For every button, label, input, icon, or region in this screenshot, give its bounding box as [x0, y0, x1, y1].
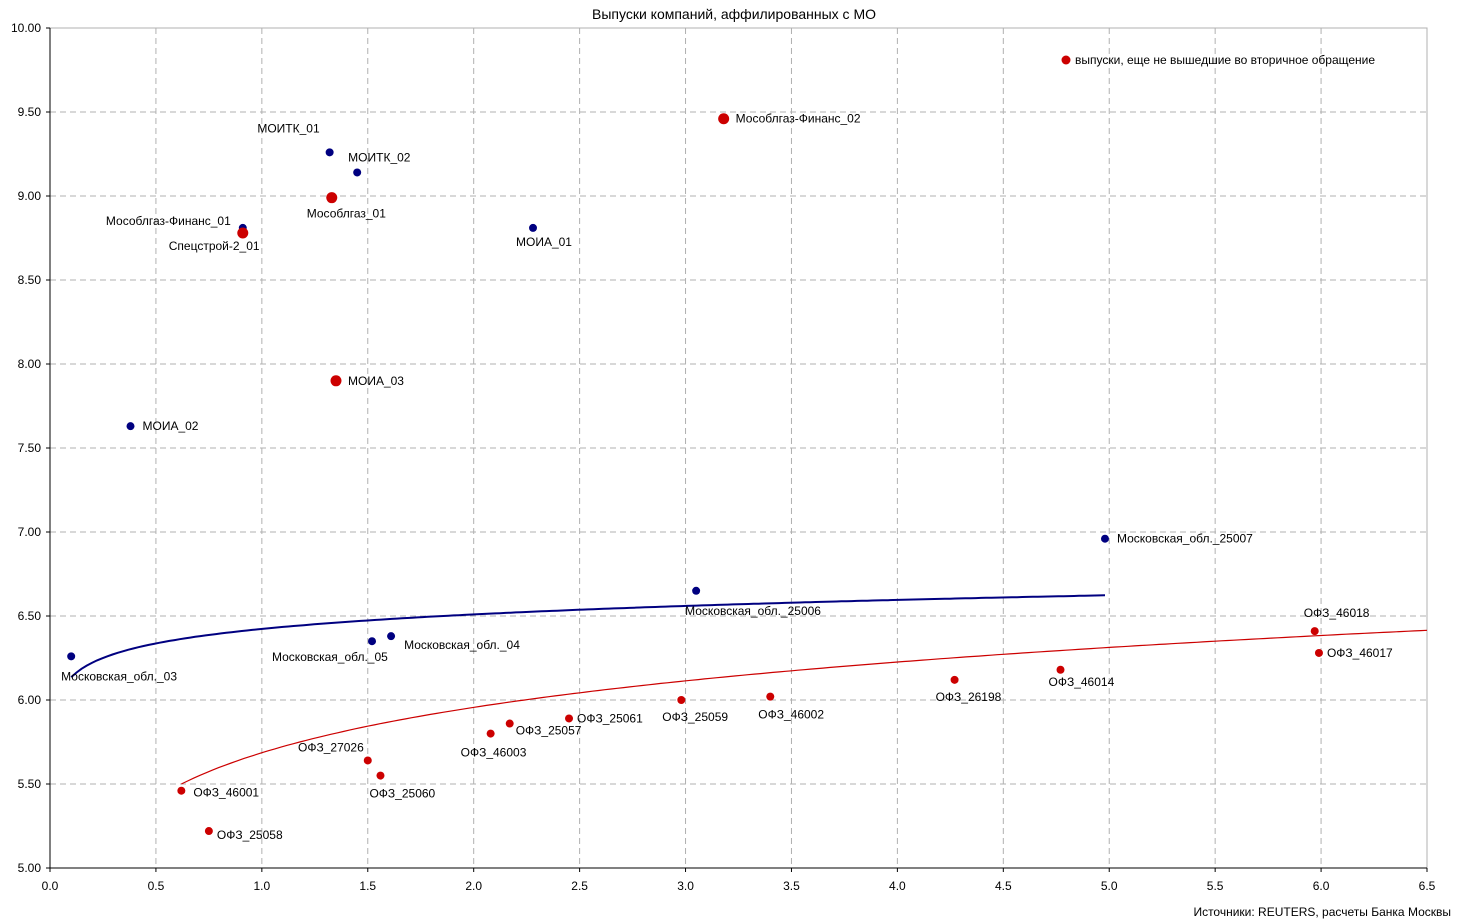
- data-label: ОФЗ_25058: [217, 828, 283, 842]
- y-tick-label: 10.00: [11, 21, 41, 35]
- data-label: ОФЗ_46017: [1327, 646, 1393, 660]
- data-point: [1100, 534, 1109, 543]
- data-label: ОФЗ_25059: [662, 710, 728, 724]
- data-point: [126, 422, 135, 431]
- data-label: ОФЗ_46018: [1304, 606, 1370, 620]
- x-tick-label: 5.5: [1207, 879, 1224, 893]
- data-point: [363, 756, 372, 765]
- data-point: [1310, 627, 1319, 636]
- y-tick-label: 9.50: [18, 105, 42, 119]
- data-label: ОФЗ_46001: [193, 786, 259, 800]
- trendlines: [70, 594, 1428, 785]
- data-point: [486, 729, 495, 738]
- source-note: Источники: REUTERS, расчеты Банка Москвы: [1193, 905, 1451, 919]
- legend-marker: [1061, 55, 1071, 65]
- trendline: [181, 629, 1428, 785]
- data-points: МОИТК_01 МОИТК_02 Мособлгаз-Финанс_01 МОИА_…: [61, 112, 1393, 842]
- data-label: ОФЗ_46003: [461, 746, 527, 760]
- data-label: Мособлгаз-Финанс_01: [106, 214, 231, 228]
- data-point: [1056, 665, 1065, 674]
- data-point: [325, 148, 334, 157]
- data-point: [677, 696, 686, 704]
- data-label: МОИА_02: [143, 419, 199, 433]
- x-tick-label: 0.5: [148, 879, 165, 893]
- data-label: Московская_обл._03: [61, 669, 177, 683]
- data-label: Мособлгаз_01: [307, 207, 386, 221]
- data-point: [1314, 648, 1323, 657]
- y-tick-label: 6.00: [18, 693, 42, 707]
- data-point: [565, 714, 574, 723]
- data-label: ОФЗ_25057: [516, 724, 582, 738]
- x-tick-label: 4.5: [995, 879, 1012, 893]
- y-tick-label: 8.00: [18, 357, 42, 371]
- data-label: Московская_обл._25006: [685, 604, 821, 618]
- data-label: Мособлгаз-Финанс_02: [736, 112, 861, 126]
- x-tick-label: 1.5: [359, 879, 376, 893]
- data-label: ОФЗ_25060: [369, 787, 435, 801]
- data-label: Московская_обл._05: [272, 650, 388, 664]
- x-tick-label: 2.0: [465, 879, 482, 893]
- data-label: Спецстрой-2_01: [169, 239, 260, 253]
- data-point: [387, 632, 396, 641]
- data-label: Московская_обл._04: [404, 638, 520, 652]
- data-point: [529, 223, 538, 232]
- x-tick-label: 6.5: [1419, 879, 1436, 893]
- data-point: [330, 375, 342, 387]
- data-point: [177, 786, 186, 795]
- data-point: [692, 586, 701, 595]
- data-point: [505, 719, 514, 728]
- y-tick-label: 6.50: [18, 609, 42, 623]
- y-tick-label: 7.00: [18, 525, 42, 539]
- data-point: [353, 168, 362, 177]
- axes: 0.0 0.5 1.0 1.5 2.0 2.5 3.0 3.5 4.0 4.5 5.0 5.5 6.0 6…: [11, 21, 1436, 893]
- data-point: [950, 675, 959, 684]
- data-label: ОФЗ_46002: [758, 708, 824, 722]
- x-tick-label: 6.0: [1313, 879, 1330, 893]
- x-tick-label: 1.0: [254, 879, 271, 893]
- data-point: [766, 692, 775, 701]
- data-point: [204, 827, 213, 836]
- x-tick-label: 4.0: [889, 879, 906, 893]
- data-label: ОФЗ_26198: [936, 690, 1002, 704]
- data-label: ОФЗ_27026: [298, 740, 364, 754]
- x-tick-label: 0.0: [42, 879, 59, 893]
- data-point: [326, 192, 338, 204]
- data-label: МОИА_03: [348, 374, 404, 388]
- x-tick-label: 2.5: [571, 879, 588, 893]
- y-tick-label: 5.50: [18, 777, 42, 791]
- data-label: МОИТК_02: [348, 150, 411, 164]
- data-point: [368, 637, 377, 646]
- grid: [50, 28, 1427, 868]
- data-point: [67, 652, 76, 661]
- x-tick-label: 3.5: [783, 879, 800, 893]
- data-point: [376, 771, 385, 780]
- y-tick-label: 5.00: [18, 861, 42, 875]
- data-point: [718, 113, 730, 125]
- data-label: МОИА_01: [516, 235, 572, 249]
- trendline: [70, 594, 1106, 678]
- x-tick-label: 3.0: [677, 879, 694, 893]
- chart-title: Выпуски компаний, аффилированных с МО: [592, 6, 876, 22]
- data-label: ОФЗ_46014: [1049, 675, 1115, 689]
- y-tick-label: 9.00: [18, 189, 42, 203]
- x-tick-label: 5.0: [1101, 879, 1118, 893]
- data-point: [237, 227, 249, 239]
- y-tick-label: 7.50: [18, 441, 42, 455]
- data-label: МОИТК_01: [257, 121, 320, 135]
- y-tick-label: 8.50: [18, 273, 42, 287]
- legend-label: выпуски, еще не вышедшие во вторичное об…: [1075, 53, 1375, 67]
- legend: выпуски, еще не вышедшие во вторичное об…: [1061, 53, 1375, 67]
- data-label: Московская_обл._25007: [1117, 532, 1253, 546]
- data-label: ОФЗ_25061: [577, 711, 643, 725]
